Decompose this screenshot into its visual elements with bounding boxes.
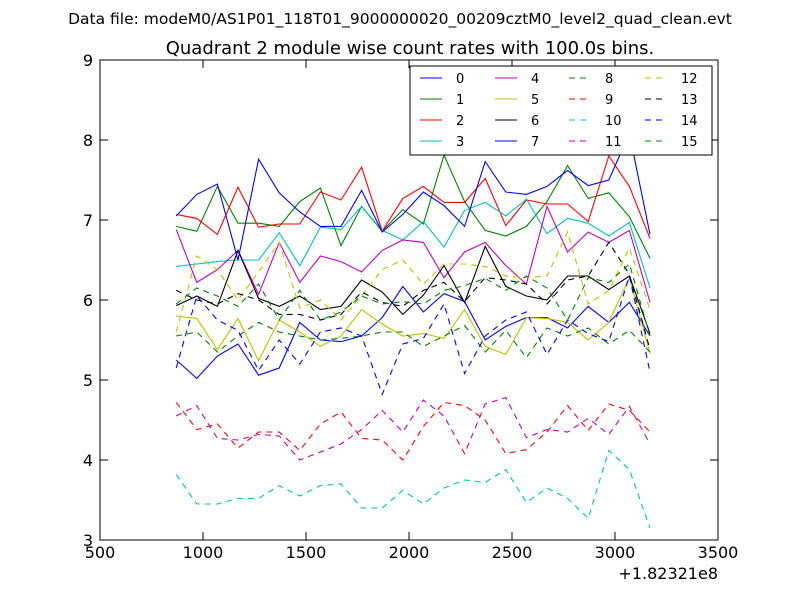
legend-label-6: 6 [531, 114, 539, 129]
series-line-12 [175, 230, 651, 333]
legend-box [409, 65, 713, 156]
legend-label-12: 12 [681, 72, 698, 87]
y-tick-label-5: 5 [83, 371, 93, 390]
series-line-11 [175, 396, 651, 461]
y-tick-label-3: 3 [83, 531, 93, 550]
legend-label-4: 4 [531, 72, 539, 87]
legend-label-7: 7 [531, 135, 539, 150]
legend-label-3: 3 [456, 135, 464, 150]
axes: 500 1000 1500 2000 2500 3000 3500 3 4 5 6 7 8 9 [83, 51, 739, 562]
series-line-8 [176, 321, 651, 359]
legend-label-9: 9 [605, 93, 613, 108]
chart-title: Quadrant 2 module wise count rates with … [166, 38, 655, 59]
legend-label-14: 14 [681, 114, 698, 129]
legend-label-10: 10 [605, 114, 622, 129]
y-tick-label-6: 6 [83, 291, 93, 310]
legend-label-2: 2 [456, 114, 464, 129]
y-tick-label-7: 7 [83, 211, 93, 230]
x-tick-label-3500: 3500 [698, 543, 739, 562]
series-line-9 [175, 401, 651, 461]
series-line-13 [175, 241, 651, 350]
y-tick-label-8: 8 [83, 131, 93, 150]
legend-label-1: 1 [456, 93, 464, 108]
legend-label-5: 5 [531, 93, 539, 108]
x-tick-label-3000: 3000 [595, 543, 636, 562]
x-tick-label-2000: 2000 [389, 543, 430, 562]
data-file-label: Data file: modeM0/AS1P01_118T01_90000000… [68, 10, 732, 29]
series-line-3 [176, 198, 651, 289]
series-line-4 [175, 204, 651, 303]
legend-label-13: 13 [681, 93, 698, 108]
legend-label-8: 8 [605, 72, 613, 87]
plot-area [175, 131, 651, 529]
x-tick-label-2500: 2500 [492, 543, 533, 562]
series-line-2 [176, 154, 651, 239]
x-tick-label-1500: 1500 [286, 543, 327, 562]
series-line-5 [176, 275, 651, 363]
x-tick-label-1000: 1000 [183, 543, 224, 562]
series-line-0 [175, 285, 651, 380]
legend-label-0: 0 [456, 72, 464, 87]
series-line-6 [175, 245, 651, 334]
series-line-1 [176, 153, 651, 259]
series-line-14 [175, 273, 651, 396]
y-tick-label-9: 9 [83, 51, 93, 70]
legend-label-15: 15 [681, 135, 698, 150]
legend-label-11: 11 [605, 135, 622, 150]
x-tick-label-500: 500 [85, 543, 116, 562]
series-line-7 [175, 131, 651, 261]
y-tick-label-4: 4 [83, 451, 93, 470]
series-line-10 [175, 449, 651, 529]
x-axis-offset-label: +1.82321e8 [618, 564, 718, 583]
